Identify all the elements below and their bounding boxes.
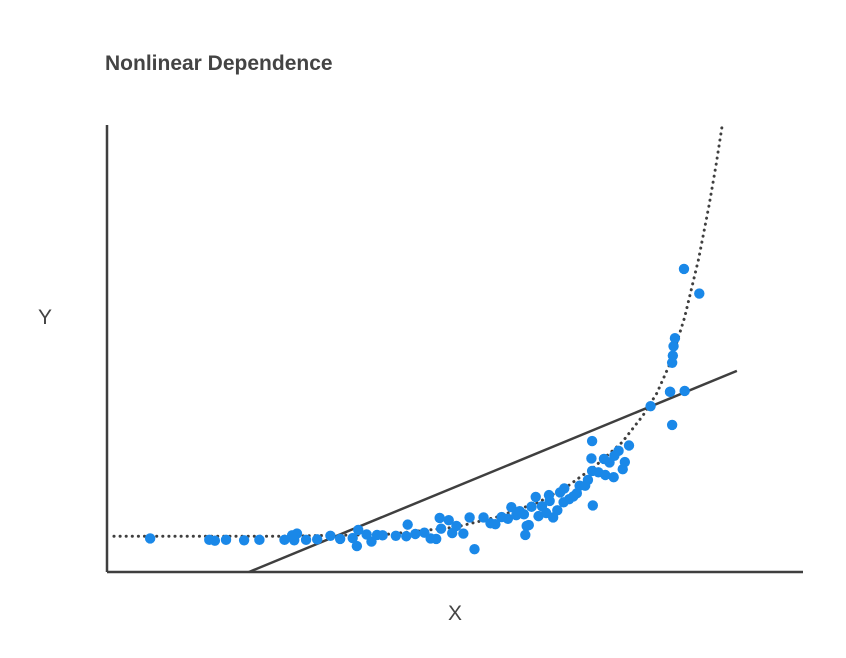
plot-area (105, 123, 803, 574)
data-point (645, 400, 656, 412)
data-point (238, 535, 250, 546)
data-point (608, 472, 619, 483)
axes (105, 125, 803, 574)
data-point (506, 501, 517, 513)
data-point (530, 491, 541, 503)
data-point (435, 523, 447, 534)
data-point (220, 534, 232, 546)
data-point (347, 532, 358, 544)
data-point (679, 385, 690, 397)
scatter-points (144, 263, 705, 555)
data-point (600, 469, 611, 481)
data-point (694, 288, 705, 299)
data-point (401, 531, 412, 542)
data-point (587, 500, 599, 511)
data-point (443, 514, 454, 526)
data-point (351, 540, 363, 552)
data-point (451, 520, 462, 532)
data-point (431, 533, 442, 545)
data-point (543, 489, 555, 501)
data-point (209, 535, 221, 546)
data-point (254, 534, 265, 546)
data-point (390, 530, 402, 541)
data-point (144, 533, 156, 544)
data-point (668, 341, 679, 352)
data-point (520, 529, 531, 541)
data-point (586, 435, 598, 447)
data-point (353, 524, 364, 536)
chart-title: Nonlinear Dependence (105, 52, 333, 75)
x-axis-label: X (448, 602, 462, 625)
exponential-trend-line (112, 123, 724, 538)
data-point (552, 505, 563, 516)
data-point (325, 530, 336, 541)
data-point (478, 512, 489, 523)
linear-fit-line (248, 369, 738, 574)
data-point (458, 528, 469, 539)
data-point (613, 445, 624, 457)
data-point (669, 333, 681, 344)
data-point (300, 534, 312, 546)
data-point (377, 530, 388, 541)
data-point (667, 350, 679, 361)
exponential-trend-layer (112, 123, 724, 538)
data-point (526, 501, 537, 512)
data-point (586, 453, 597, 464)
y-axis-label: Y (38, 306, 52, 329)
data-point (523, 519, 534, 531)
data-point (559, 483, 570, 494)
data-point (434, 512, 445, 524)
data-point (664, 386, 676, 398)
data-point (678, 263, 690, 275)
data-point (666, 419, 678, 431)
data-point (289, 535, 300, 546)
data-point (334, 533, 346, 545)
data-point (502, 513, 514, 525)
data-point (469, 544, 480, 555)
data-point (279, 534, 290, 546)
data-point (518, 509, 530, 520)
data-point (619, 456, 631, 468)
data-point (582, 474, 594, 486)
linear-fit-layer (248, 369, 738, 574)
data-point (402, 519, 413, 530)
data-point (410, 528, 421, 540)
data-point (311, 534, 323, 545)
data-point (490, 518, 501, 530)
data-point (623, 440, 635, 451)
data-point (464, 512, 475, 523)
